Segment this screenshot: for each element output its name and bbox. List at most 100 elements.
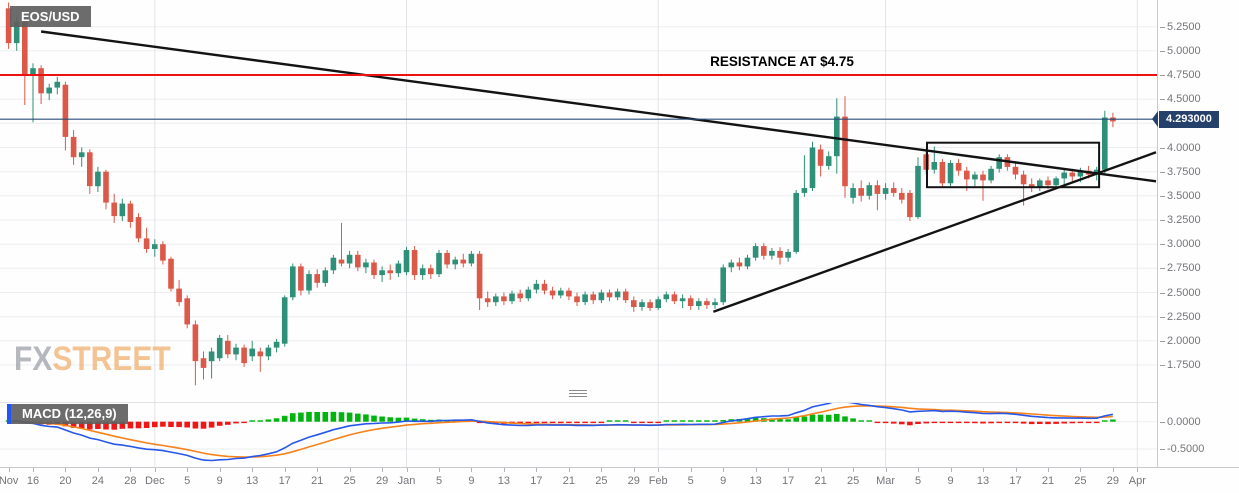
time-axis-tick [187,468,189,472]
time-axis-label: 13 [246,475,259,487]
time-axis-month-label: Mar [876,475,896,487]
time-axis-tick [723,468,725,472]
time-axis-tick [33,468,34,472]
time-axis-label: 25 [343,475,356,487]
time-axis-tick [219,468,221,472]
price-axis-label: 5.0000 [1160,45,1201,57]
price-axis-label: 4.7500 [1160,69,1201,81]
time-axis-month-label: Jan [397,475,416,487]
time-axis-tick [252,468,254,472]
time-axis-label: 5 [687,475,694,487]
time-axis-label: 9 [216,475,223,487]
resistance-annotation: RESISTANCE AT $4.75 [710,54,854,69]
time-axis-label: 5 [435,475,443,487]
time-axis-month-label: Nov [0,475,19,487]
time-axis-label: 9 [468,475,475,487]
macd-axis-label: 0.0000 [1160,416,1201,428]
time-axis-label: 25 [1074,475,1087,487]
time-axis-label: 21 [562,475,576,487]
time-axis-month-label: Dec [145,475,165,487]
time-axis-label: 5 [184,475,191,487]
time-axis-tick [1080,468,1082,472]
price-axis-label: 4.0000 [1160,142,1201,154]
time-axis-tick [690,468,692,472]
macd-chart-canvas[interactable] [0,403,1157,467]
time-axis-label: 28 [124,475,137,487]
time-axis-tick [8,468,10,472]
time-axis-label: 9 [720,475,727,487]
time-axis-label: 13 [749,475,762,487]
time-axis-tick [154,468,156,472]
price-chart-canvas[interactable] [0,0,1157,402]
time-axis-tick [568,468,570,472]
time-axis-tick [382,468,384,472]
time-axis-label: 24 [91,475,105,487]
time-axis-label: 17 [1009,475,1022,487]
time-axis-tick [536,468,538,472]
fxstreet-watermark: FXSTREET [14,340,171,379]
time-axis-tick [97,468,99,472]
time-axis-tick [349,468,351,472]
price-axis-label: 3.2500 [1160,214,1201,226]
time-axis-tick [439,468,440,472]
time-axis-label: 29 [1106,475,1120,487]
time-axis-tick [284,468,286,472]
price-axis-label: 4.5000 [1160,93,1201,105]
time-axis-label: 9 [947,475,954,487]
price-axis-label: 3.0000 [1160,238,1201,250]
price-axis-label: 2.0000 [1160,335,1201,347]
symbol-badge[interactable]: EOS/USD [10,6,91,27]
time-axis-month-label: Feb [648,475,668,487]
time-axis-label: 17 [278,475,291,487]
time-axis-tick [950,468,952,472]
time-axis-label: 25 [595,475,608,487]
time-axis-label: 21 [1041,475,1055,487]
watermark-fx: FX [14,340,53,378]
time-axis-label: 13 [976,475,990,487]
price-axis-label: 2.5000 [1160,287,1201,299]
time-scale[interactable]: Nov 16 20 24 28 Dec 5 9 13 17 21 25 29 Jan 5 9 13 17 21 25 2… [0,467,1239,493]
time-axis-label: 5 [914,475,922,487]
time-axis-tick [658,468,660,472]
time-axis-tick [853,468,855,472]
time-axis-label: 29 [627,475,640,487]
time-axis-tick [633,468,635,472]
current-price-arrow [1152,111,1158,127]
price-pane[interactable]: RESISTANCE AT $4.75 FXSTREET [0,0,1157,403]
time-axis-tick [918,468,919,472]
price-axis-label: 3.7500 [1160,166,1201,178]
time-axis-label: 21 [311,475,324,487]
time-axis-label: 20 [59,475,72,487]
time-axis-tick [503,468,505,472]
price-axis-label: 3.5000 [1160,190,1201,202]
macd-axis-label: -0.5000 [1159,443,1205,455]
time-axis-label: 21 [814,475,827,487]
time-axis-tick [1137,468,1139,472]
time-axis-label: 25 [846,475,860,487]
macd-indicator-badge[interactable]: MACD (12,26,9) [11,404,128,424]
time-axis-tick [65,468,67,472]
price-axis-label: 2.7500 [1160,262,1201,274]
time-axis-tick [1048,468,1049,472]
time-axis-label: 13 [497,475,511,487]
time-axis-month-label: Apr [1128,475,1146,487]
time-axis-label: 17 [781,475,795,487]
time-axis-tick [1112,468,1114,472]
time-axis-label: 29 [375,475,389,487]
watermark-street: STREET [52,340,171,378]
time-axis-tick [601,468,603,472]
time-axis-tick [755,468,757,472]
current-price-label: 4.293000 [1159,111,1219,128]
pane-resize-handle[interactable] [569,390,587,397]
macd-pane[interactable]: MACD (12,26,9) [0,403,1157,467]
time-axis-tick [406,468,408,472]
time-axis-tick [983,468,984,472]
price-scale[interactable]: 4.293000 5.25005.00004.75004.50004.25004… [1152,0,1239,467]
time-axis-tick [1015,468,1017,472]
price-axis-label: 5.2500 [1160,21,1201,33]
time-axis-tick [885,468,887,472]
time-axis-label: 17 [530,475,543,487]
time-axis-tick [317,468,319,472]
time-axis-tick [471,468,473,472]
